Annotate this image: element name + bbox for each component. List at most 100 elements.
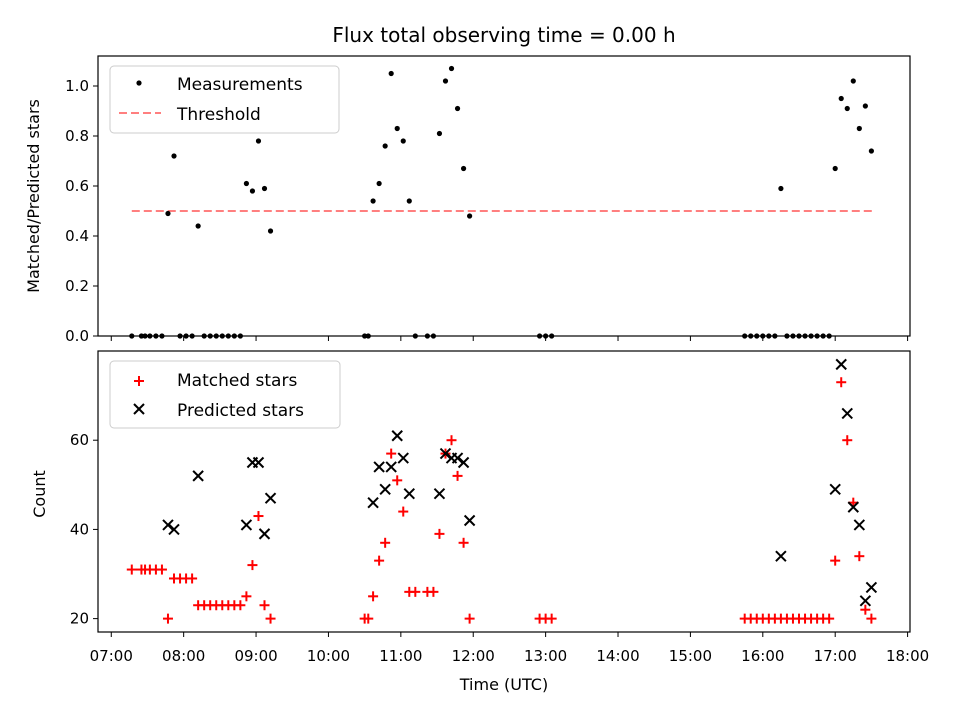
- predicted-star-point: [451, 452, 464, 464]
- bottom-y-tick-label: 20: [70, 610, 89, 628]
- top-panel-frame: [97, 55, 911, 337]
- measurement-point: [195, 223, 201, 229]
- predicted-star-point: [385, 461, 397, 473]
- measurement-point: [142, 333, 148, 339]
- measurement-point: [778, 185, 784, 192]
- predicted-star-point: [853, 519, 866, 531]
- predicted-star-point: [252, 456, 265, 469]
- matched-star-point: [842, 435, 853, 446]
- predicted-star-point: [439, 447, 452, 460]
- top-y-tick-label: 0.2: [65, 277, 89, 295]
- matched-star-point: [830, 555, 841, 566]
- predicted-star-point: [391, 430, 403, 442]
- measurement-point: [748, 333, 754, 339]
- predicted-star-point: [829, 483, 841, 495]
- matched-star-point: [156, 564, 167, 575]
- measurement-point: [826, 333, 832, 339]
- measurement-point: [388, 70, 394, 77]
- predicted-star-point: [859, 595, 872, 607]
- top-series: [129, 65, 876, 339]
- legend-predicted-marker: [133, 403, 145, 415]
- matched-star-point: [368, 591, 379, 602]
- chart-title: Flux total observing time = 0.00 h: [332, 23, 675, 47]
- measurement-point: [454, 105, 461, 112]
- top-y-axis-label: Matched/Predicted stars: [24, 99, 43, 293]
- measurement-point: [394, 125, 400, 132]
- predicted-star-point: [457, 456, 470, 469]
- measurement-point: [784, 333, 790, 339]
- measurement-point: [467, 213, 473, 219]
- x-tick-label: 10:00: [307, 647, 350, 665]
- legend-matched-label: Matched stars: [177, 371, 297, 391]
- matched-star-point: [126, 564, 137, 575]
- measurement-point: [832, 165, 838, 172]
- legend-measurements-label: Measurements: [177, 75, 303, 95]
- matched-star-point: [253, 511, 264, 522]
- measurement-point: [412, 333, 418, 339]
- measurement-point: [189, 333, 195, 339]
- predicted-star-point: [865, 581, 878, 594]
- measurement-point: [760, 333, 766, 339]
- measurement-point: [207, 333, 213, 339]
- measurement-point: [138, 333, 145, 339]
- matched-star-point: [363, 613, 374, 624]
- measurement-point: [844, 105, 850, 112]
- x-tick-label: 17:00: [814, 647, 857, 665]
- predicted-star-point: [403, 488, 415, 500]
- measurement-point: [754, 333, 760, 339]
- measurement-point: [400, 138, 406, 144]
- measurement-point: [838, 95, 844, 102]
- matched-star-point: [824, 613, 835, 624]
- measurement-point: [814, 333, 820, 339]
- measurement-point: [424, 333, 430, 339]
- predicted-star-point: [433, 488, 446, 500]
- predicted-star-point: [367, 496, 379, 509]
- measurement-point: [742, 333, 748, 339]
- top-y-tick-label: 0.0: [65, 327, 89, 345]
- measurement-point: [370, 198, 376, 204]
- bottom-legend: Matched stars Predicted stars: [109, 360, 341, 429]
- bottom-series: [126, 358, 878, 624]
- bottom-panel-frame: [97, 350, 911, 633]
- top-y-tick-label: 0.8: [65, 127, 89, 145]
- matched-star-point: [410, 586, 421, 597]
- measurement-point: [790, 333, 796, 339]
- measurement-point: [406, 198, 412, 204]
- measurement-point: [448, 65, 455, 72]
- measurement-point: [766, 333, 772, 339]
- measurement-point: [147, 333, 153, 339]
- bottom-x-ticks: 07:00 08:00 09:00 10:00 11:00 12:00 13:00 14:00…: [90, 632, 929, 665]
- matched-star-point: [434, 528, 445, 539]
- predicted-star-point: [841, 407, 853, 420]
- measurement-point: [201, 333, 207, 339]
- predicted-star-point: [373, 461, 385, 473]
- matched-star-point: [374, 555, 385, 566]
- measurement-point: [772, 333, 778, 339]
- measurement-point: [267, 228, 274, 234]
- predicted-star-point: [397, 452, 409, 464]
- matched-star-point: [860, 604, 871, 615]
- measurement-point: [436, 130, 443, 137]
- matched-star-point: [446, 435, 457, 446]
- matched-star-point: [464, 613, 475, 624]
- measurement-point: [850, 78, 856, 84]
- measurement-point: [237, 333, 243, 339]
- predicted-star-point: [168, 523, 180, 536]
- matched-star-point: [162, 613, 173, 624]
- matched-star-point: [452, 470, 463, 481]
- matched-star-point: [235, 600, 246, 611]
- measurement-point: [868, 148, 874, 154]
- measurement-point: [862, 103, 868, 109]
- measurement-point: [219, 333, 225, 339]
- measurement-point: [177, 333, 183, 339]
- matched-star-point: [380, 537, 391, 548]
- measurement-point: [249, 188, 256, 194]
- bottom-legend-box: [109, 360, 341, 429]
- top-legend: Measurements Threshold: [109, 65, 340, 134]
- matched-star-point: [265, 613, 276, 624]
- bottom-y-tick-label: 60: [70, 431, 89, 449]
- measurement-point: [543, 333, 549, 339]
- measurement-point: [153, 333, 159, 339]
- measurement-point: [231, 333, 237, 339]
- matched-star-point: [854, 551, 865, 562]
